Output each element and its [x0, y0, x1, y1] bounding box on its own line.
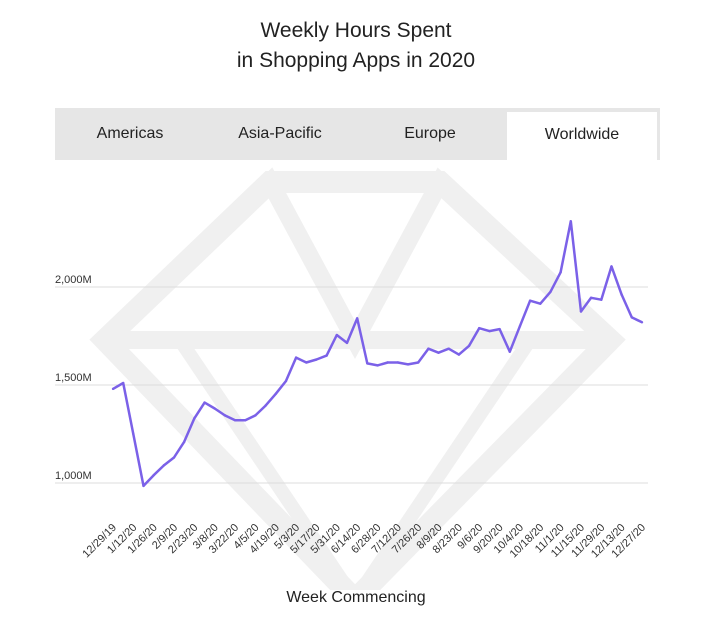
- data-point: [427, 347, 430, 350]
- data-point: [203, 401, 206, 404]
- data-point: [325, 354, 328, 357]
- data-point: [630, 316, 634, 319]
- data-point: [152, 473, 155, 477]
- data-point: [254, 414, 257, 417]
- data-point: [457, 353, 461, 356]
- data-point: [172, 456, 176, 459]
- data-point: [569, 220, 572, 223]
- data-point: [294, 356, 298, 359]
- data-point: [284, 379, 288, 383]
- data-point: [376, 364, 379, 367]
- data-point: [539, 302, 542, 305]
- series-line: [111, 220, 644, 488]
- data-point: [467, 344, 471, 347]
- data-point: [406, 363, 410, 366]
- data-point: [518, 325, 522, 328]
- data-point: [589, 296, 593, 299]
- data-point: [315, 358, 318, 361]
- data-point: [132, 432, 135, 436]
- data-point: [193, 417, 196, 420]
- data-point: [640, 321, 644, 324]
- data-point: [274, 392, 277, 396]
- data-point: [396, 361, 400, 364]
- y-tick-label: 1,500M: [55, 372, 92, 384]
- data-point: [498, 327, 501, 331]
- tab-europe[interactable]: Europe: [404, 125, 456, 142]
- data-point: [579, 310, 583, 313]
- chart-title-line-1: Weekly Hours Spent: [260, 19, 452, 42]
- data-point: [162, 464, 166, 467]
- data-point: [559, 271, 562, 274]
- diamond-icon: [89, 167, 626, 590]
- y-axis-ticks: 1,000M 1,500M 2,000M: [55, 274, 92, 482]
- data-point: [345, 341, 349, 345]
- data-point: [142, 484, 145, 488]
- data-point: [355, 317, 359, 320]
- data-point: [121, 381, 125, 385]
- data-point: [111, 387, 115, 391]
- line-chart: 1,000M 1,500M 2,000M 12/29/191/12/201/26/2…: [55, 167, 648, 590]
- data-point: [528, 299, 532, 302]
- data-point: [610, 265, 613, 268]
- data-point: [478, 326, 481, 330]
- data-point: [233, 419, 237, 422]
- data-point: [244, 419, 247, 422]
- data-point: [223, 414, 227, 417]
- chart-title-line-2: in Shopping Apps in 2020: [236, 49, 476, 72]
- data-point: [183, 440, 186, 444]
- region-tabs: Americas Asia-Pacific Europe Worldwide: [55, 108, 660, 160]
- y-tick-label: 2,000M: [55, 274, 92, 286]
- data-point: [437, 351, 440, 354]
- tab-americas[interactable]: Americas: [96, 125, 164, 142]
- data-point: [488, 329, 491, 333]
- data-point: [366, 362, 369, 365]
- gridlines: [55, 286, 648, 484]
- data-point: [447, 347, 450, 350]
- y-tick-label: 1,000M: [55, 470, 92, 482]
- data-point: [549, 290, 552, 294]
- data-point: [416, 361, 420, 364]
- data-point: [335, 333, 339, 337]
- data-point: [508, 350, 511, 353]
- x-axis-label: Week Commencing: [286, 589, 426, 606]
- chart-title: Weekly Hours Spent in Shopping Apps in 2…: [0, 16, 712, 76]
- data-point: [620, 293, 623, 297]
- x-axis-ticks: 12/29/191/12/201/26/202/9/202/23/203/8/2…: [80, 522, 648, 561]
- data-point: [386, 361, 389, 364]
- data-point: [213, 407, 216, 410]
- data-point: [264, 404, 267, 407]
- tab-worldwide[interactable]: Worldwide: [507, 112, 657, 160]
- data-point: [305, 361, 308, 364]
- data-point: [600, 298, 603, 301]
- tab-asia-pacific[interactable]: Asia-Pacific: [238, 125, 322, 142]
